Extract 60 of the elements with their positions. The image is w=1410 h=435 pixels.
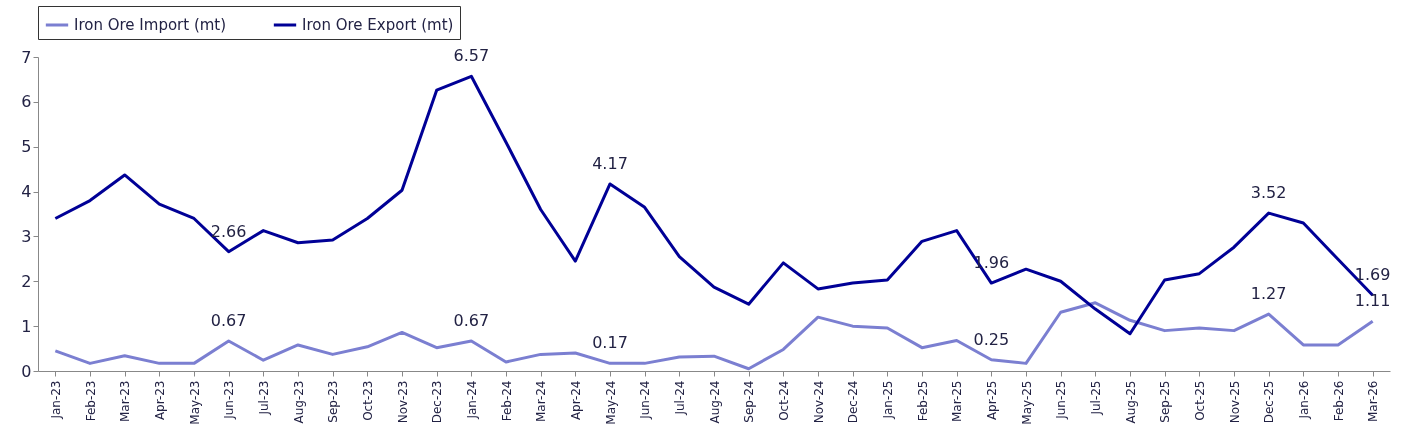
x-tick-label: Sep-25 [1158, 380, 1173, 423]
x-tick-label: Aug-23 [291, 380, 306, 424]
x-tick-label: Feb-24 [499, 380, 514, 422]
x-tick-label: Apr-25 [984, 380, 999, 421]
data-label: 1.69 [1354, 265, 1391, 285]
x-tick-label: Oct-25 [1192, 380, 1207, 421]
y-tick-label: 5 [21, 137, 32, 157]
x-tick-label: Mar-23 [118, 380, 133, 422]
data-label: 0.25 [973, 329, 1010, 349]
x-tick-label: Mar-25 [950, 380, 965, 422]
x-tick-label: Jun-25 [1054, 380, 1069, 420]
data-label: 2.66 [210, 221, 247, 241]
y-tick-label: 0 [21, 361, 32, 381]
x-tick-label: Nov-24 [811, 380, 826, 424]
x-tick-label: Jul-23 [256, 380, 271, 416]
x-tick-label: Dec-23 [430, 380, 445, 424]
x-tick-label: Sep-24 [742, 380, 757, 423]
x-tick-label: Apr-24 [568, 380, 583, 421]
x-tick-label: May-24 [603, 380, 618, 425]
x-tick-label: Jan-23 [48, 380, 63, 420]
x-tick-label: Jul-24 [672, 380, 687, 416]
data-label: 6.57 [453, 46, 490, 66]
x-tick-label: May-25 [1019, 380, 1034, 425]
x-tick-label: Jun-23 [222, 380, 237, 420]
x-tick-label: May-23 [187, 380, 202, 425]
x-tick-label: Feb-23 [83, 380, 98, 422]
x-tick-label: Aug-24 [707, 380, 722, 424]
x-tick-label: Dec-25 [1262, 380, 1277, 424]
x-tick-label: Nov-25 [1227, 380, 1242, 424]
y-tick-label: 3 [21, 226, 32, 246]
x-tick-label: Feb-25 [915, 380, 930, 422]
x-tick-label: Dec-24 [846, 380, 861, 424]
x-tick-label: Feb-26 [1331, 380, 1346, 422]
y-tick-label: 2 [21, 271, 32, 291]
x-tick-label: Jan-24 [464, 380, 479, 420]
data-label: 4.17 [592, 153, 628, 173]
legend-label: Iron Ore Export (mt) [302, 16, 454, 34]
data-label: 0.67 [453, 310, 490, 330]
x-tick-label: Jun-24 [638, 380, 653, 420]
legend-label: Iron Ore Import (mt) [74, 16, 227, 34]
data-label: 1.11 [1354, 291, 1391, 311]
y-tick-label: 4 [21, 182, 32, 202]
data-label: 0.17 [592, 333, 628, 353]
x-tick-label: Apr-23 [152, 380, 167, 421]
x-tick-label: Jan-25 [880, 380, 895, 420]
x-tick-label: Aug-25 [1123, 380, 1138, 424]
x-tick-label: Jan-26 [1296, 380, 1311, 420]
y-tick-label: 1 [21, 316, 32, 336]
data-label: 0.67 [210, 310, 247, 330]
y-tick-label: 7 [21, 47, 32, 67]
data-label: 1.27 [1250, 284, 1287, 304]
x-tick-label: Jul-25 [1088, 380, 1103, 416]
y-tick-label: 6 [21, 92, 32, 112]
x-tick-label: Oct-23 [360, 380, 375, 421]
data-label: 3.52 [1250, 183, 1287, 203]
x-tick-label: Mar-26 [1366, 380, 1381, 422]
x-tick-label: Oct-24 [776, 380, 791, 421]
x-tick-label: Sep-23 [326, 380, 341, 423]
x-tick-label: Mar-24 [534, 380, 549, 422]
x-tick-label: Nov-23 [395, 380, 410, 424]
